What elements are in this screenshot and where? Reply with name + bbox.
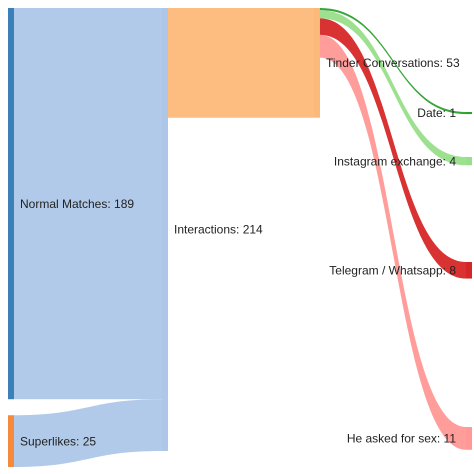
node [8, 415, 14, 467]
link [320, 18, 466, 279]
node-label: Date: 1 [417, 106, 456, 120]
node [466, 427, 472, 450]
link [14, 399, 162, 467]
link [320, 10, 466, 166]
node [8, 8, 14, 400]
nodes [8, 8, 472, 467]
node-label: Instagram exchange: 4 [334, 154, 456, 168]
node [162, 8, 168, 451]
link [320, 8, 466, 115]
node-label: Telegram / Whatsapp: 8 [329, 263, 456, 277]
node-label: He asked for sex: 11 [347, 432, 456, 446]
node [466, 112, 472, 115]
node-label: Interactions: 214 [174, 223, 263, 237]
node-label: Superlikes: 25 [20, 434, 96, 448]
link [320, 34, 466, 450]
node-label: Normal Matches: 189 [20, 197, 134, 211]
node [466, 262, 472, 279]
link [168, 8, 314, 118]
node-label: Tinder Conversations: 53 [326, 56, 460, 70]
node [466, 157, 472, 166]
link [14, 8, 162, 400]
node [314, 8, 320, 118]
links [14, 8, 466, 467]
